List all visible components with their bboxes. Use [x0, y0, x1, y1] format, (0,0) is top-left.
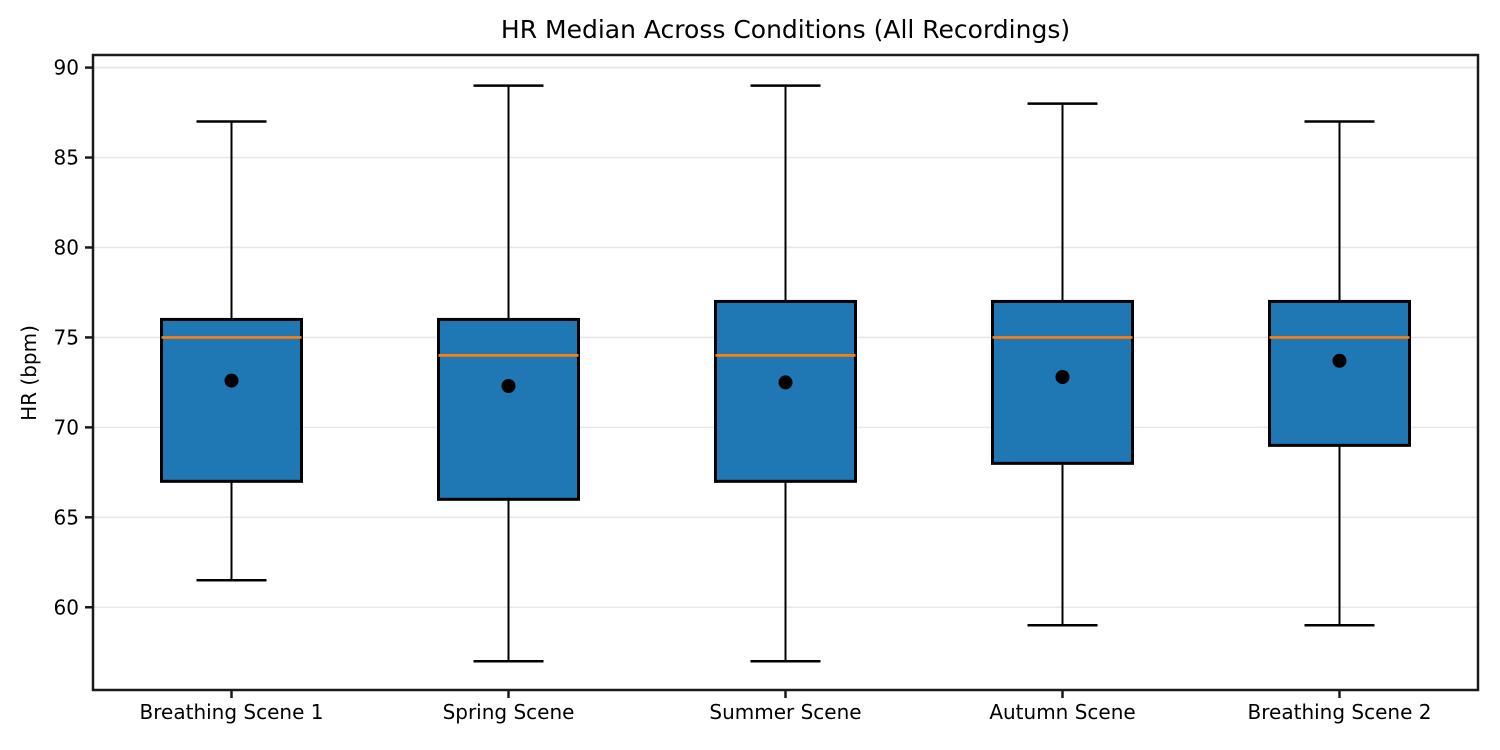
- x-tick-label: Spring Scene: [443, 700, 575, 724]
- y-tick-label: 85: [54, 146, 79, 170]
- mean-marker: [1055, 369, 1070, 384]
- box: [1268, 299, 1411, 447]
- x-tick-label: Summer Scene: [709, 700, 861, 724]
- y-tick-label: 70: [54, 415, 79, 439]
- mean-marker: [778, 375, 793, 390]
- y-tick-label: 90: [54, 56, 79, 80]
- mean-marker: [1332, 353, 1347, 368]
- box: [437, 317, 580, 501]
- y-tick-label: 80: [54, 235, 79, 259]
- mean-marker: [501, 378, 516, 393]
- y-tick-label: 60: [54, 595, 79, 619]
- mean-marker: [224, 373, 239, 388]
- y-tick-label: 75: [54, 325, 79, 349]
- chart-title: HR Median Across Conditions (All Recordi…: [500, 15, 1071, 44]
- x-tick-label: Breathing Scene 1: [140, 700, 324, 724]
- x-tick-label: Breathing Scene 2: [1248, 700, 1432, 724]
- box: [714, 299, 857, 483]
- y-tick-label: 65: [54, 505, 79, 529]
- box: [160, 317, 303, 483]
- x-tick-label: Autumn Scene: [989, 700, 1135, 724]
